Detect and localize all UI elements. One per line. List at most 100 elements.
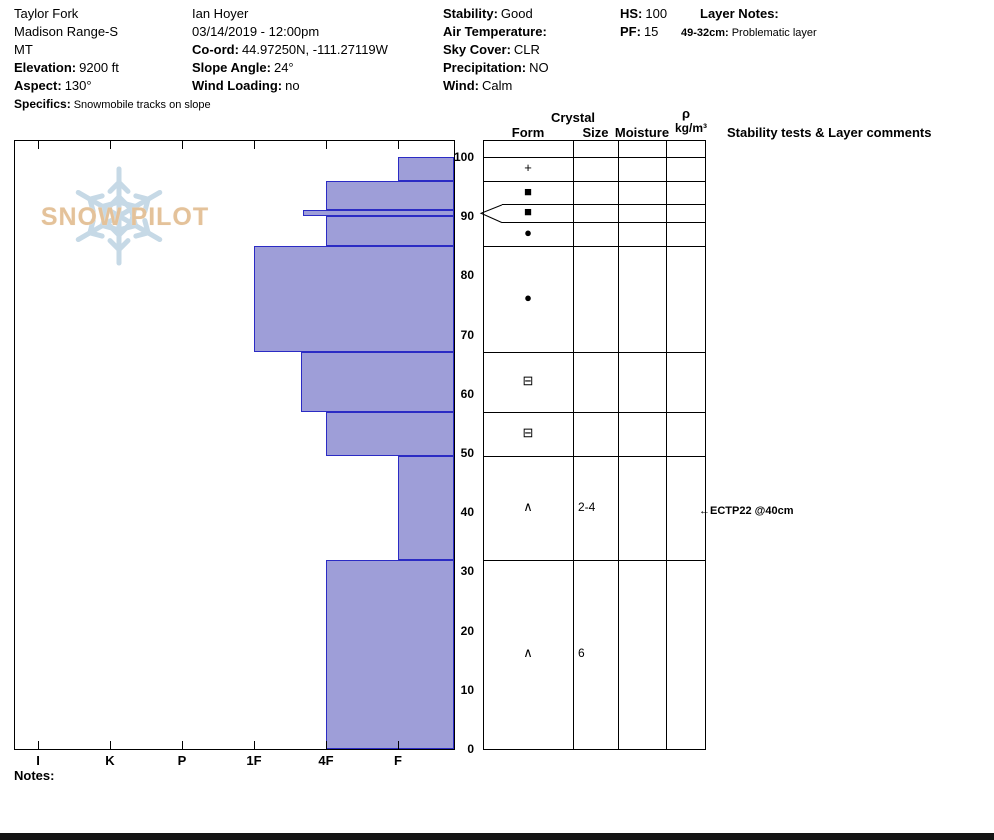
coord-label: Co-ord: xyxy=(192,42,239,57)
header-snowpack-column: HS: 100 PF: 15 xyxy=(620,5,667,41)
depth-axis-label: 40 xyxy=(460,505,474,520)
pf-value: 15 xyxy=(643,24,659,39)
depth-axis-label: 20 xyxy=(460,623,474,638)
height-of-snow: HS: 100 xyxy=(620,5,667,23)
hardness-axis-tick-top xyxy=(110,141,111,149)
hardness-axis-tick-bottom xyxy=(182,741,183,749)
layer-note-depth: 49-32cm: xyxy=(681,27,729,39)
hardness-axis-label: I xyxy=(36,753,40,768)
size-header: Size xyxy=(582,125,609,140)
crystal-table-row-line xyxy=(484,245,705,247)
depth-axis-label: 30 xyxy=(460,564,474,579)
layer-notes-title: Layer Notes: xyxy=(700,6,779,21)
hardness-axis-tick-bottom xyxy=(326,741,327,749)
form-size-divider xyxy=(573,141,574,749)
moisture-header: Moisture xyxy=(614,125,670,140)
snow-layer-bar xyxy=(326,216,454,246)
hardness-axis-tick-top xyxy=(326,141,327,149)
air-temperature-label: Air Temperature: xyxy=(443,24,547,39)
crystal-table-row-line xyxy=(502,222,705,224)
snowflake-icon xyxy=(75,166,163,266)
specifics-label: Specifics: xyxy=(14,97,71,111)
wind-loading-value: no xyxy=(285,78,300,93)
hardness-axis-tick-bottom xyxy=(110,741,111,749)
grain-form-symbol-rounded-grains: ● xyxy=(524,290,532,306)
grain-form-symbol-decomposing-fragments: ■ xyxy=(524,183,532,199)
snow-layer-bar xyxy=(300,352,454,412)
stability-label: Stability: xyxy=(443,6,498,21)
grain-form-symbol-rounded-grains: ● xyxy=(524,224,532,240)
grain-form-symbol-facets: ⊟ xyxy=(522,372,534,388)
hardness-axis-tick-top xyxy=(254,141,255,149)
hardness-axis-label: 4F xyxy=(318,753,334,768)
window-bottom-edge xyxy=(0,833,994,840)
observer-name: Ian Hoyer xyxy=(192,6,249,21)
crystal-table-row-line xyxy=(484,559,705,561)
header-location-column: Taylor Fork Madison Range-S MT Elevation… xyxy=(14,5,211,114)
pf-label: PF: xyxy=(620,24,641,39)
header-observation-column: Ian Hoyer 03/14/2019 - 12:00pm Co-ord: 44… xyxy=(192,5,388,95)
pit-factor: PF: 15 xyxy=(620,23,667,41)
density-unit-header: kg/m³ xyxy=(674,121,707,135)
crystal-table-row-line xyxy=(484,411,705,413)
wind-label: Wind: xyxy=(443,78,479,93)
hardness-axis-tick-top xyxy=(398,141,399,149)
hardness-axis-label: P xyxy=(177,753,187,768)
slope-angle-label: Slope Angle: xyxy=(192,60,271,75)
header-weather-column: Stability: Good Air Temperature: Sky Cove… xyxy=(443,5,550,95)
coordinates: Co-ord: 44.97250N, -111.27119W xyxy=(192,41,388,59)
hardness-axis-tick-bottom xyxy=(254,741,255,749)
snow-layer-bar xyxy=(254,245,454,353)
moisture-density-divider xyxy=(666,141,667,749)
layer-note-text: Problematic layer xyxy=(731,27,817,39)
header-layer-notes-column: Layer Notes: 49-32cm: Problematic layer xyxy=(681,5,817,42)
crystal-table-row-line xyxy=(502,204,705,206)
grain-form-symbol-new-snow: + xyxy=(524,159,532,175)
size-moisture-divider xyxy=(618,141,619,749)
grain-form-symbol-decomposing-fragments: ■ xyxy=(524,204,532,220)
crystal-table-row-line xyxy=(484,157,705,158)
hardness-axis-label: K xyxy=(105,753,115,768)
observation-datetime: 03/14/2019 - 12:00pm xyxy=(192,24,320,39)
sky-cover-label: Sky Cover: xyxy=(443,42,511,57)
site-range: Madison Range-S xyxy=(14,24,119,39)
snow-layer-bar xyxy=(326,180,454,211)
sky-cover: Sky Cover: CLR xyxy=(443,41,550,59)
site-name: Taylor Fork xyxy=(14,6,79,21)
hardness-axis-tick-top xyxy=(182,141,183,149)
crystal-table xyxy=(483,140,706,750)
hardness-axis-label: 1F xyxy=(246,753,262,768)
snow-layer-bar xyxy=(398,157,454,181)
snow-layer-bar xyxy=(302,210,454,217)
wind-loading: Wind Loading: no xyxy=(192,77,388,95)
hardness-plot-area xyxy=(14,140,455,750)
grain-form-symbol-depth-hoar: ∧ xyxy=(523,498,533,514)
snowpilot-logo: SNOW PILOT xyxy=(40,155,210,280)
depth-axis-label: 0 xyxy=(467,742,474,756)
slope-angle-value: 24° xyxy=(273,60,294,75)
crystal-table-row-line xyxy=(484,455,705,457)
snowpilot-logo-text: SNOW PILOT xyxy=(40,203,210,231)
hardness-axis-tick-top xyxy=(38,141,39,149)
precipitation: Precipitation: NO xyxy=(443,59,550,77)
hardness-axis-tick-bottom xyxy=(398,741,399,749)
depth-axis-label: 80 xyxy=(460,268,474,283)
depth-axis-label: 70 xyxy=(460,327,474,342)
air-temperature: Air Temperature: xyxy=(443,23,550,41)
snow-layer-bar xyxy=(326,559,454,749)
hs-value: 100 xyxy=(645,6,668,21)
stability-tests-header: Stability tests & Layer comments xyxy=(727,125,932,140)
precipitation-value: NO xyxy=(529,60,549,75)
stability: Stability: Good xyxy=(443,5,550,23)
crystal-table-row-line xyxy=(484,180,705,182)
depth-axis-label: 100 xyxy=(453,150,474,164)
grain-form-symbol-depth-hoar: ∧ xyxy=(523,645,533,661)
aspect-value: 130° xyxy=(64,78,92,93)
crystal-header: Crystal xyxy=(550,110,596,125)
elevation-label: Elevation: xyxy=(14,60,77,75)
stability-value: Good xyxy=(500,6,533,21)
specifics-value: Snowmobile tracks on slope xyxy=(73,99,211,111)
depth-axis-label: 50 xyxy=(460,446,474,460)
elevation-value: 9200 ft xyxy=(79,60,119,75)
